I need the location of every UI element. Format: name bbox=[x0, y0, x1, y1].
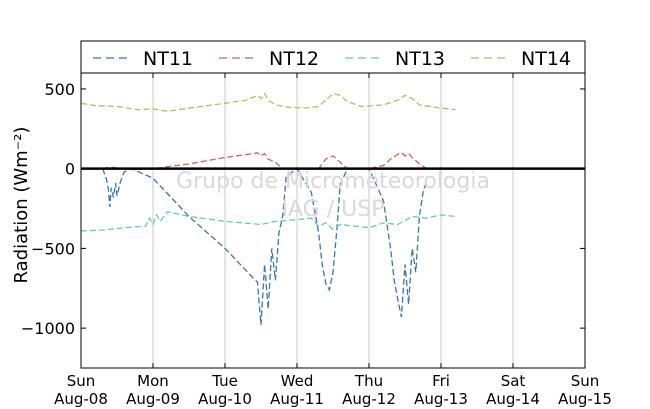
series-line-nt11 bbox=[101, 167, 428, 325]
x-tick-label: Sun bbox=[571, 372, 600, 390]
watermark-text: IAG / USP bbox=[282, 197, 385, 222]
x-tick-label: Aug-09 bbox=[126, 390, 180, 408]
x-tick-label: Aug-13 bbox=[414, 390, 468, 408]
x-tick-label: Thu bbox=[354, 372, 383, 390]
x-tick-label: Aug-12 bbox=[342, 390, 396, 408]
grid-lines bbox=[152, 73, 514, 368]
legend: NT11 NT12 NT13 NT14 bbox=[80, 40, 586, 74]
x-tick-label: Sun bbox=[67, 372, 96, 390]
series-line-nt13 bbox=[80, 210, 456, 232]
legend-label-nt13: NT13 bbox=[395, 48, 445, 70]
watermark-text: Grupo de Micrometeorologia bbox=[176, 169, 490, 194]
legend-label-nt12: NT12 bbox=[269, 48, 319, 70]
x-tick-label: Sat bbox=[501, 372, 526, 390]
x-tick-label: Tue bbox=[211, 372, 238, 390]
x-tick-label: Wed bbox=[281, 372, 314, 390]
legend-box bbox=[80, 40, 586, 74]
x-tick-label: Aug-14 bbox=[486, 390, 540, 408]
axes: 5000−500−1000SunAug-08MonAug-09TueAug-10… bbox=[21, 73, 612, 408]
y-tick-label: 0 bbox=[65, 160, 75, 179]
watermark: Grupo de Micrometeorologia IAG / USP bbox=[176, 169, 490, 222]
x-tick-label: Aug-08 bbox=[54, 390, 108, 408]
legend-label-nt14: NT14 bbox=[521, 48, 571, 70]
x-tick-label: Mon bbox=[137, 372, 169, 390]
series-line-nt14 bbox=[80, 92, 456, 112]
y-tick-label: −1000 bbox=[21, 319, 75, 338]
legend-label-nt11: NT11 bbox=[143, 48, 193, 70]
y-tick-label: 500 bbox=[44, 80, 75, 99]
y-tick-label: −500 bbox=[31, 239, 75, 258]
y-axis-label: Radiation (Wm⁻²) bbox=[11, 127, 32, 284]
x-tick-label: Aug-10 bbox=[198, 390, 252, 408]
x-tick-label: Aug-15 bbox=[558, 390, 612, 408]
x-tick-label: Aug-11 bbox=[270, 390, 324, 408]
x-tick-label: Fri bbox=[432, 372, 450, 390]
